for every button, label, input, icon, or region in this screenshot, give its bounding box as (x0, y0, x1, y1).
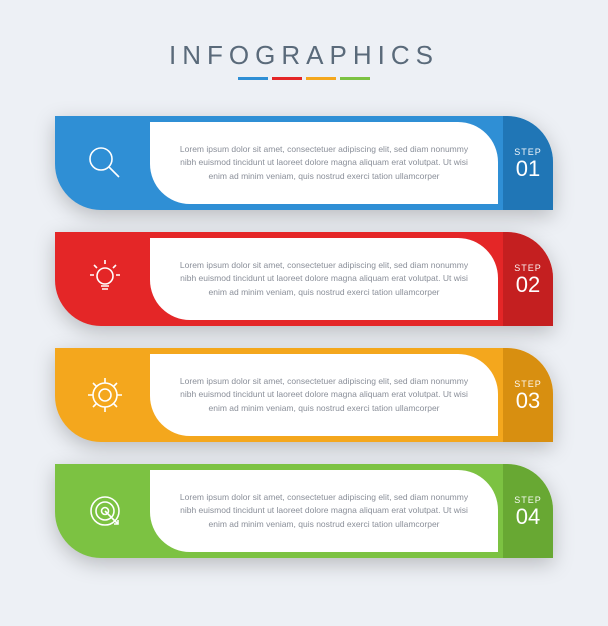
step-text-panel: Lorem ipsum dolor sit amet, consectetuer… (150, 354, 498, 436)
step-bar: Lorem ipsum dolor sit amet, consectetuer… (55, 232, 553, 326)
page-title: INFOGRAPHICS (169, 40, 439, 71)
step-label: STEP (514, 263, 542, 273)
step-number: 04 (516, 506, 540, 528)
placeholder-text: Lorem ipsum dolor sit amet, consectetuer… (176, 375, 472, 415)
gear-icon (73, 348, 137, 442)
step-text-panel: Lorem ipsum dolor sit amet, consectetuer… (150, 122, 498, 204)
step-text-panel: Lorem ipsum dolor sit amet, consectetuer… (150, 470, 498, 552)
placeholder-text: Lorem ipsum dolor sit amet, consectetuer… (176, 491, 472, 531)
step-tab: STEP01 (503, 116, 553, 210)
lightbulb-icon (73, 232, 137, 326)
step-tab: STEP03 (503, 348, 553, 442)
underline-seg (340, 77, 370, 80)
steps-container: Lorem ipsum dolor sit amet, consectetuer… (55, 116, 553, 558)
step-number: 02 (516, 274, 540, 296)
step-bar: Lorem ipsum dolor sit amet, consectetuer… (55, 348, 553, 442)
step-number: 01 (516, 158, 540, 180)
title-underline (238, 77, 370, 80)
step-row-04: Lorem ipsum dolor sit amet, consectetuer… (55, 464, 553, 558)
step-label: STEP (514, 495, 542, 505)
step-label: STEP (514, 147, 542, 157)
placeholder-text: Lorem ipsum dolor sit amet, consectetuer… (176, 259, 472, 299)
underline-seg (272, 77, 302, 80)
underline-seg (238, 77, 268, 80)
magnifier-icon (73, 116, 137, 210)
step-row-02: Lorem ipsum dolor sit amet, consectetuer… (55, 232, 553, 326)
step-tab: STEP02 (503, 232, 553, 326)
step-text-panel: Lorem ipsum dolor sit amet, consectetuer… (150, 238, 498, 320)
step-bar: Lorem ipsum dolor sit amet, consectetuer… (55, 116, 553, 210)
step-row-01: Lorem ipsum dolor sit amet, consectetuer… (55, 116, 553, 210)
step-bar: Lorem ipsum dolor sit amet, consectetuer… (55, 464, 553, 558)
step-label: STEP (514, 379, 542, 389)
target-icon (73, 464, 137, 558)
step-number: 03 (516, 390, 540, 412)
placeholder-text: Lorem ipsum dolor sit amet, consectetuer… (176, 143, 472, 183)
underline-seg (306, 77, 336, 80)
step-row-03: Lorem ipsum dolor sit amet, consectetuer… (55, 348, 553, 442)
step-tab: STEP04 (503, 464, 553, 558)
